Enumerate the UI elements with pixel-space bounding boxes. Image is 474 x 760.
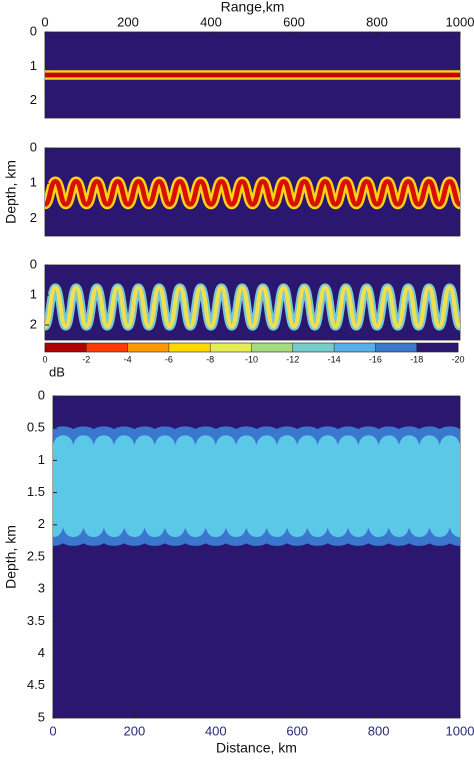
colorbar-tick-label: -6 — [165, 354, 173, 364]
x-tick-label: 800 — [366, 14, 388, 29]
y-tick-label: 2 — [30, 210, 37, 225]
x-tick-label: 600 — [283, 14, 305, 29]
y-tick-label: 2 — [30, 316, 37, 331]
x-tick-label: 200 — [117, 14, 139, 29]
x-tick-label: 400 — [205, 723, 227, 738]
y-tick-label: 2.5 — [27, 548, 45, 563]
x-tick-label: 800 — [368, 723, 390, 738]
y-tick-label: 0.5 — [27, 420, 45, 435]
y-tick-label: 0 — [30, 139, 37, 154]
colorbar-segment — [334, 343, 376, 352]
chart-title: Range,km — [221, 0, 285, 15]
colorbar-segment — [292, 343, 335, 352]
x-tick-label: 600 — [286, 723, 308, 738]
x-tick-label: 1000 — [446, 14, 474, 29]
y-tick-label: 2 — [38, 516, 45, 531]
y-tick-label: 3.5 — [27, 613, 45, 628]
y-tick-label: 4 — [38, 645, 45, 660]
x-tick-label: 1000 — [446, 723, 474, 738]
x-tick-label: 0 — [41, 14, 48, 29]
colorbar-tick-label: -10 — [245, 354, 258, 364]
y-tick-label: 1.5 — [27, 484, 45, 499]
colorbar-tick-label: -4 — [124, 354, 132, 364]
colorbar-segment — [45, 343, 87, 352]
colorbar-tick-label: 0 — [42, 354, 47, 364]
y-tick-label: 0 — [38, 387, 45, 402]
y-tick-label: 1 — [30, 286, 37, 301]
colorbar-segment — [127, 343, 170, 352]
y-tick-label: 0 — [30, 256, 37, 271]
x-tick-label: 400 — [200, 14, 222, 29]
y-tick-label: 1 — [30, 58, 37, 73]
colorbar-segment — [416, 343, 459, 352]
colorbar-segment — [251, 343, 294, 352]
y-axis-label: Depth, km — [3, 160, 19, 224]
colorbar-segment — [168, 343, 211, 352]
y-axis-label: Depth, km — [3, 525, 19, 589]
colorbar-tick-label: -14 — [328, 354, 341, 364]
colorbar-tick-label: -20 — [451, 354, 464, 364]
y-tick-label: 3 — [38, 581, 45, 596]
x-tick-label: 0 — [49, 723, 56, 738]
y-tick-label: 2 — [30, 92, 37, 107]
colorbar-segment — [86, 343, 128, 352]
colorbar-segment — [375, 343, 417, 352]
y-tick-label: 1 — [38, 452, 45, 467]
colorbar-tick-label: -2 — [82, 354, 90, 364]
beam-core — [45, 178, 460, 207]
beam-core — [53, 435, 460, 537]
y-tick-label: 0 — [30, 23, 37, 38]
plot-background — [44, 147, 461, 237]
x-tick-label: 200 — [124, 723, 146, 738]
colorbar-label: dB — [49, 364, 65, 379]
colorbar-tick-label: -12 — [286, 354, 299, 364]
y-tick-label: 4.5 — [27, 677, 45, 692]
colorbar-tick-label: -18 — [410, 354, 423, 364]
y-tick-label: 5 — [38, 709, 45, 724]
x-axis-label: Distance, km — [216, 740, 297, 756]
colorbar-tick-label: -16 — [369, 354, 382, 364]
colorbar-segment — [210, 343, 252, 352]
y-tick-label: 1 — [30, 175, 37, 190]
colorbar-tick-label: -8 — [206, 354, 214, 364]
beam-core — [45, 285, 460, 329]
